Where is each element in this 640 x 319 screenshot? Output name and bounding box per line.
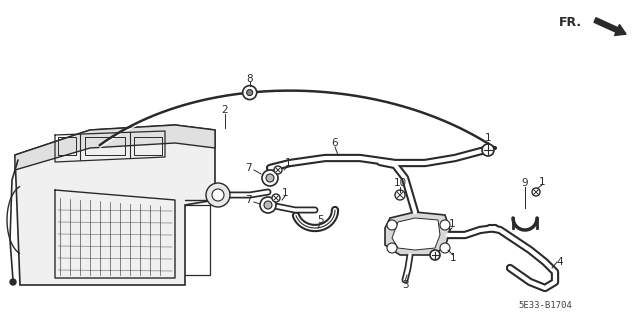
Text: 10: 10 — [394, 178, 406, 188]
Circle shape — [266, 174, 274, 182]
Circle shape — [246, 90, 253, 96]
Circle shape — [440, 243, 450, 253]
Text: 9: 9 — [522, 178, 528, 188]
Text: 6: 6 — [332, 138, 339, 148]
Circle shape — [387, 243, 397, 253]
Circle shape — [532, 188, 540, 196]
Text: 2: 2 — [221, 105, 228, 115]
Circle shape — [243, 85, 257, 100]
Circle shape — [262, 170, 278, 186]
Polygon shape — [15, 125, 215, 170]
Circle shape — [440, 220, 450, 230]
Polygon shape — [385, 212, 450, 255]
Text: 4: 4 — [557, 257, 563, 267]
FancyArrow shape — [594, 18, 626, 35]
Polygon shape — [15, 125, 215, 285]
Circle shape — [264, 201, 272, 209]
Circle shape — [10, 279, 16, 285]
Text: 1: 1 — [285, 158, 291, 168]
Text: 7: 7 — [244, 195, 252, 205]
Text: FR.: FR. — [559, 16, 582, 28]
Polygon shape — [392, 218, 440, 250]
Text: 1: 1 — [539, 177, 545, 187]
Text: 5: 5 — [317, 215, 323, 225]
Circle shape — [430, 250, 440, 260]
Text: 7: 7 — [244, 163, 252, 173]
Text: 8: 8 — [246, 74, 253, 84]
Circle shape — [395, 190, 405, 200]
Text: 1: 1 — [282, 188, 288, 198]
Text: 1: 1 — [449, 219, 455, 229]
Circle shape — [274, 166, 282, 174]
Text: 1: 1 — [484, 133, 492, 143]
Text: 5E33-B1704: 5E33-B1704 — [518, 300, 572, 309]
Circle shape — [387, 220, 397, 230]
Circle shape — [272, 194, 280, 202]
Circle shape — [482, 144, 494, 156]
Circle shape — [260, 197, 276, 213]
Circle shape — [212, 189, 224, 201]
Text: 3: 3 — [402, 280, 408, 290]
Circle shape — [206, 183, 230, 207]
Text: 1: 1 — [450, 253, 456, 263]
